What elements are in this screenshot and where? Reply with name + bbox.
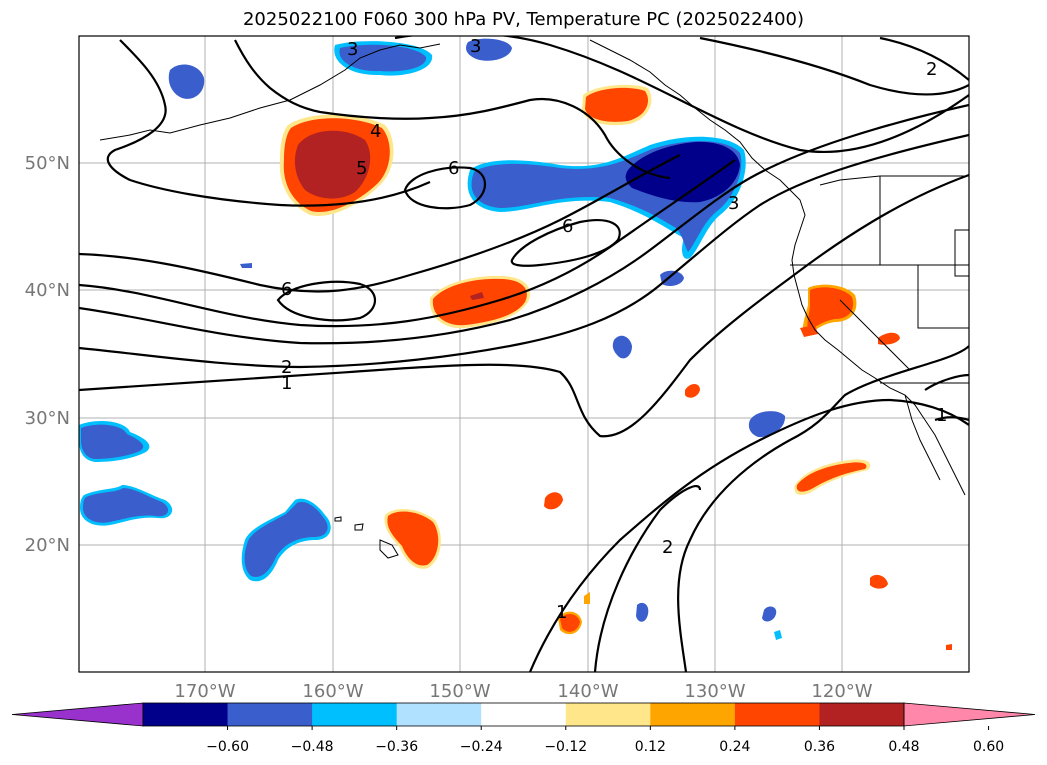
contours [79,36,969,672]
contour-label: 5 [356,158,367,179]
contour-label: 6 [448,158,459,179]
contour-label: 1 [281,373,292,394]
contour-label: 3 [728,193,739,214]
contour-label: 3 [347,39,358,60]
colorbar-outline [142,702,905,727]
lon-tick-label: 120°W [811,681,872,702]
lon-tick-label: 130°W [684,681,745,702]
contour-label: 1 [936,405,947,426]
colorbar-tick-label: 0.12 [635,739,666,755]
contour-label: 2 [281,357,292,378]
contour-label: 2 [926,59,937,80]
colorbar-extend-high [903,702,1036,727]
contour-labels: 3 3 4 5 6 6 6 2 1 3 2 1 2 1 [281,36,947,623]
colorbar-tick-label: 0.36 [804,739,835,755]
colorbar-bin [143,703,229,726]
lon-tick-label: 140°W [557,681,618,702]
map-title: 2025022100 F060 300 hPa PV, Temperature … [242,9,805,30]
colorbar-extend-low [11,702,144,727]
lat-tick-label: 20°N [25,535,70,556]
contour-label: 3 [470,36,481,57]
lon-axis-labels: 170°W 160°W 150°W 140°W 130°W 120°W [174,681,872,702]
lat-tick-label: 50°N [25,153,70,174]
lat-axis-labels: 50°N 40°N 30°N 20°N [25,153,70,556]
map-frame [78,35,970,673]
lon-tick-label: 170°W [174,681,235,702]
colorbar: −0.60 −0.48 −0.36 −0.24 −0.12 0.12 0.24 0.36 0.4… [11,702,1036,755]
contour-label: 6 [562,216,573,237]
colorbar-bin [312,703,398,726]
colorbar-tick-label: 0.60 [973,739,1004,755]
positive-anomaly-shading [279,84,952,650]
colorbar-bin [565,703,651,726]
colorbar-bin [819,703,905,726]
colorbar-tick-label: −0.36 [375,739,418,755]
colorbar-bin [396,703,482,726]
lat-tick-label: 30°N [25,408,70,429]
colorbar-tick-label: 0.24 [719,739,750,755]
colorbar-tick-label: −0.60 [206,739,249,755]
colorbar-tick-label: −0.12 [544,739,587,755]
lon-tick-label: 150°W [429,681,490,702]
colorbar-bin [734,703,820,726]
colorbar-bin [481,703,567,726]
gridlines [79,36,969,672]
colorbar-tick-label: −0.48 [291,739,334,755]
map-panel [79,36,969,672]
contour-label: 6 [281,279,292,300]
lat-tick-label: 40°N [25,280,70,301]
contour-label: 1 [556,602,567,623]
negative-anomaly-shading [79,38,786,640]
lon-tick-label: 160°W [302,681,363,702]
colorbar-bin [650,703,736,726]
contour-label: 4 [370,121,381,142]
colorbar-bin [227,703,313,726]
colorbar-tick-label: 0.48 [888,739,919,755]
colorbar-tick-label: −0.24 [460,739,503,755]
contour-label: 2 [662,537,673,558]
